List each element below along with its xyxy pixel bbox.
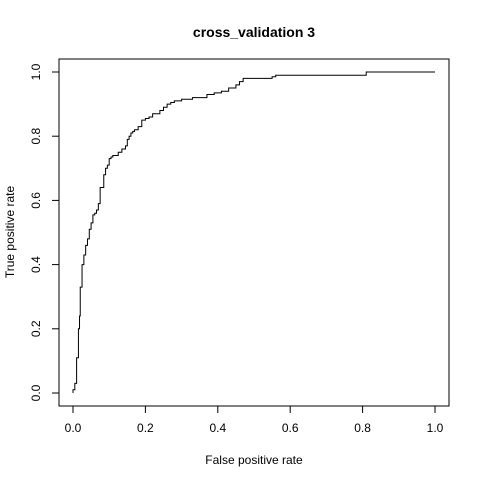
y-axis-ticks: 0.0 0.2 0.4 0.6 0.8 1.0 [29,63,59,401]
y-axis-label: True positive rate [3,186,17,279]
x-tick-label-0: 0.0 [65,421,82,435]
x-tick-label-4: 0.8 [354,421,371,435]
x-tick-label-3: 0.6 [282,421,299,435]
chart-title: cross_validation 3 [193,24,315,40]
y-tick-label-0: 0.0 [29,384,43,401]
y-tick-label-3: 0.6 [29,192,43,209]
x-tick-label-5: 1.0 [427,421,444,435]
y-tick-label-1: 0.2 [29,320,43,337]
x-axis-label: False positive rate [205,453,303,467]
y-tick-label-2: 0.4 [29,256,43,273]
y-tick-label-4: 0.8 [29,128,43,145]
y-tick-label-5: 1.0 [29,63,43,80]
x-tick-label-1: 0.2 [137,421,154,435]
x-tick-label-2: 0.4 [209,421,226,435]
x-axis-ticks: 0.0 0.2 0.4 0.6 0.8 1.0 [65,406,444,435]
roc-series-layer [72,71,435,393]
plot-area-box [58,58,450,407]
roc-curve-line-0 [72,71,435,393]
